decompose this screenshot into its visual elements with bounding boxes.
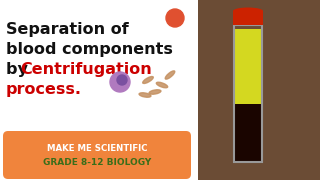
Text: Separation of: Separation of (6, 22, 129, 37)
Ellipse shape (233, 8, 263, 15)
Circle shape (117, 75, 127, 85)
Ellipse shape (143, 76, 153, 84)
Ellipse shape (156, 82, 168, 88)
Ellipse shape (149, 90, 161, 94)
Circle shape (166, 9, 184, 27)
Text: MAKE ME SCIENTIFIC: MAKE ME SCIENTIFIC (47, 144, 147, 153)
Bar (234, 25, 262, 162)
Bar (235, 29, 261, 104)
Text: Centrifugation: Centrifugation (20, 62, 152, 77)
Text: process.: process. (6, 82, 82, 97)
Bar (235, 104, 261, 161)
Text: by: by (6, 62, 34, 77)
Bar (198, 0, 320, 180)
Text: GRADE 8-12 BIOLOGY: GRADE 8-12 BIOLOGY (43, 158, 151, 167)
Ellipse shape (165, 71, 175, 79)
Bar (233, 11, 263, 25)
Circle shape (110, 72, 130, 92)
Text: blood components: blood components (6, 42, 173, 57)
FancyBboxPatch shape (3, 131, 191, 179)
Ellipse shape (139, 93, 151, 97)
